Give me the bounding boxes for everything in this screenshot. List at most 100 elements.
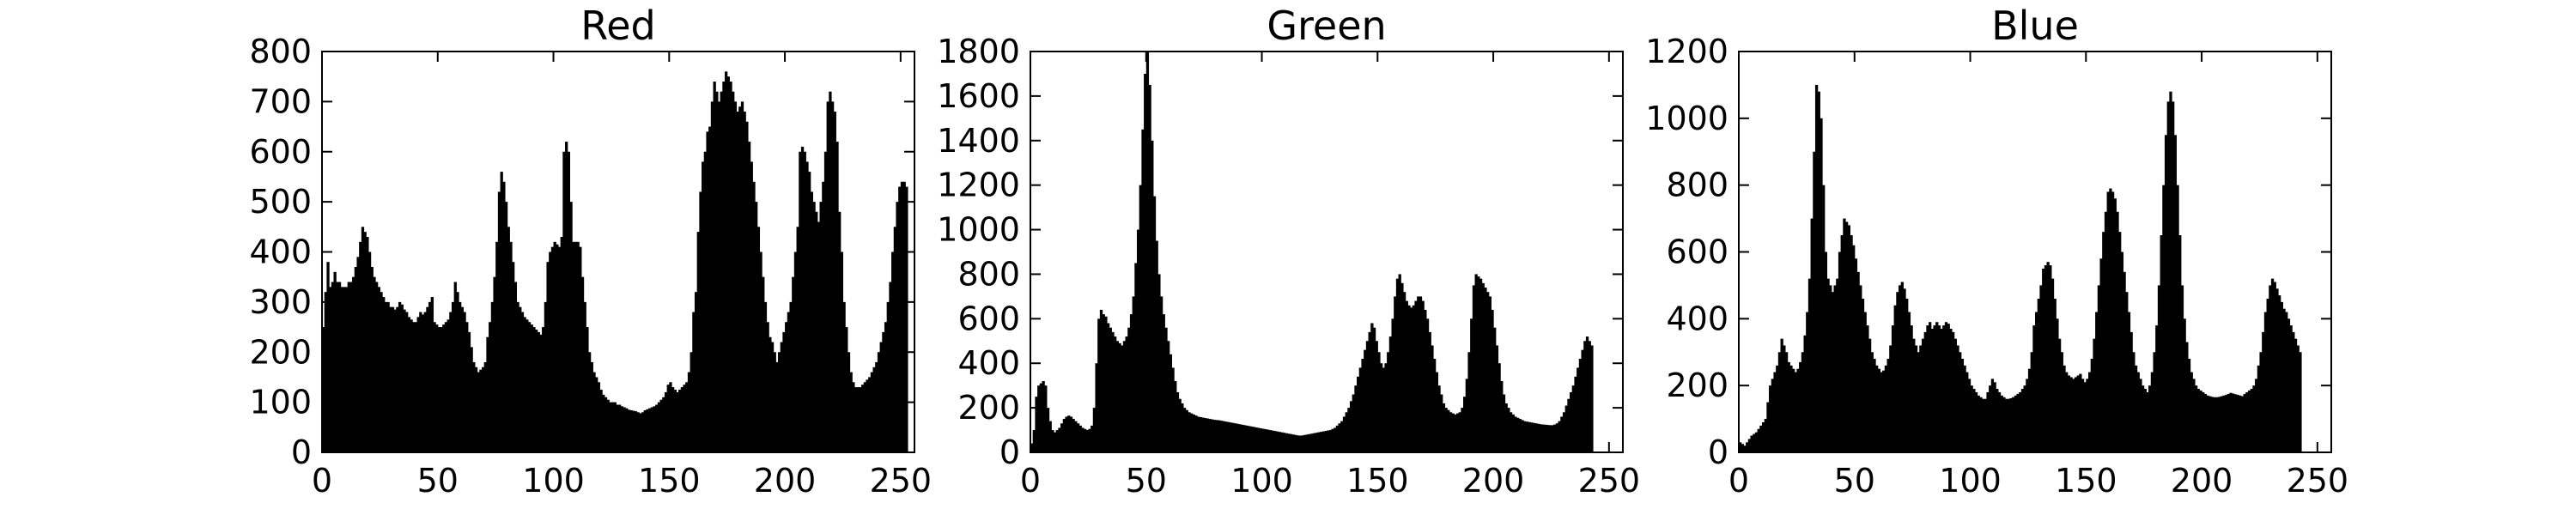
blue-bar xyxy=(1926,325,1929,452)
red-bar xyxy=(467,331,471,452)
blue-y-tick-label: 800 xyxy=(1666,167,1728,204)
green-bar xyxy=(1485,292,1490,452)
blue-bar xyxy=(2004,398,2008,452)
red-bar xyxy=(507,227,510,452)
green-bar xyxy=(1564,405,1568,452)
green-y-tick-label: 1600 xyxy=(937,77,1020,115)
blue-bar xyxy=(1880,372,1883,452)
blue-bar xyxy=(1791,368,1795,452)
green-bar xyxy=(1291,434,1295,452)
blue-bar xyxy=(2019,391,2022,452)
red-bar xyxy=(477,372,480,452)
blue-bar xyxy=(1967,379,1971,452)
green-bar xyxy=(1470,318,1473,452)
blue-bar xyxy=(1822,185,1826,453)
green-bar xyxy=(1030,443,1034,452)
blue-bar xyxy=(1764,419,1767,452)
red-bar xyxy=(459,301,462,453)
red-bar xyxy=(456,292,459,452)
green-y-tick-label: 1400 xyxy=(937,122,1020,160)
red-bar xyxy=(453,282,457,452)
green-bar xyxy=(1118,342,1121,452)
red-bar xyxy=(891,251,895,452)
red-bar xyxy=(799,151,802,452)
green-bar xyxy=(1076,423,1080,452)
blue-bar xyxy=(2050,278,2055,452)
green-bar xyxy=(1578,359,1583,452)
blue-bar xyxy=(2275,288,2279,452)
blue-bar xyxy=(2153,352,2156,452)
red-bar xyxy=(590,361,593,452)
blue-bar xyxy=(2016,393,2020,452)
green-bar xyxy=(1206,418,1210,452)
green-bar xyxy=(1365,341,1370,452)
red-histogram-panel: 0 50 100 150 200 250 0 100 200 300 400 500 600 700 800… xyxy=(249,3,932,500)
blue-bar xyxy=(2057,338,2062,452)
green-bar xyxy=(1502,394,1506,452)
blue-bar xyxy=(2162,185,2166,453)
green-bar xyxy=(1181,403,1184,452)
green-bar xyxy=(1091,425,1094,452)
blue-bar xyxy=(2076,375,2080,452)
green-bar xyxy=(1338,423,1341,452)
green-bar xyxy=(1431,345,1434,452)
blue-bar xyxy=(1989,385,1992,452)
red-bar xyxy=(324,292,327,452)
green-bar xyxy=(1435,372,1438,452)
blue-bar xyxy=(2215,397,2219,452)
blue-bar xyxy=(1753,433,1756,452)
green-bar xyxy=(1152,196,1157,452)
green-bar xyxy=(1419,296,1423,452)
blue-bar xyxy=(2141,385,2145,452)
blue-bar xyxy=(1893,305,1897,452)
red-bar xyxy=(859,387,862,452)
red-bar xyxy=(380,292,383,452)
blue-bar xyxy=(2155,325,2159,452)
blue-bar xyxy=(1847,225,1850,452)
red-bar xyxy=(868,377,872,452)
green-bar xyxy=(1114,336,1117,452)
blue-bar xyxy=(1757,428,1760,452)
blue-bar xyxy=(2222,395,2226,452)
blue-bar xyxy=(1843,218,1846,452)
blue-bar xyxy=(2166,101,2170,453)
red-bar xyxy=(879,342,883,452)
red-bar xyxy=(653,406,656,452)
green-bar xyxy=(1442,403,1446,452)
blue-bar xyxy=(2287,318,2291,452)
green-bar xyxy=(1081,427,1084,452)
blue-bar xyxy=(1900,282,1904,452)
green-bar xyxy=(1111,331,1115,452)
blue-x-tick-label: 200 xyxy=(2171,462,2233,500)
red-bar xyxy=(629,409,633,452)
blue-bar xyxy=(2067,375,2071,452)
blue-bar xyxy=(1838,251,1842,452)
red-bar xyxy=(523,317,526,452)
green-bar xyxy=(1583,341,1587,452)
green-bar xyxy=(1069,416,1073,452)
blue-bar xyxy=(1807,278,1812,452)
green-bar xyxy=(1144,73,1147,452)
blue-bars xyxy=(1739,84,2302,453)
red-bar xyxy=(872,367,876,452)
blue-bar xyxy=(2203,393,2208,452)
red-bar xyxy=(852,382,855,452)
blue-bar xyxy=(2118,232,2122,452)
red-bar xyxy=(526,319,529,452)
blue-bar xyxy=(1801,352,1805,452)
green-y-tick-label: 1200 xyxy=(937,167,1020,204)
red-bar xyxy=(664,391,668,452)
blue-bar xyxy=(2266,298,2269,452)
green-bar xyxy=(1035,397,1038,452)
green-bar xyxy=(1044,385,1048,452)
red-bar xyxy=(597,382,601,452)
green-y-tick-label: 400 xyxy=(957,344,1020,382)
red-bar xyxy=(889,282,892,452)
green-bar xyxy=(1377,352,1381,452)
blue-bar xyxy=(1970,385,1973,452)
red-bar xyxy=(609,402,612,453)
green-bar xyxy=(1151,140,1154,452)
blue-bar xyxy=(1891,325,1895,452)
blue-bar xyxy=(1979,397,1983,452)
blue-bar xyxy=(1761,421,1765,452)
